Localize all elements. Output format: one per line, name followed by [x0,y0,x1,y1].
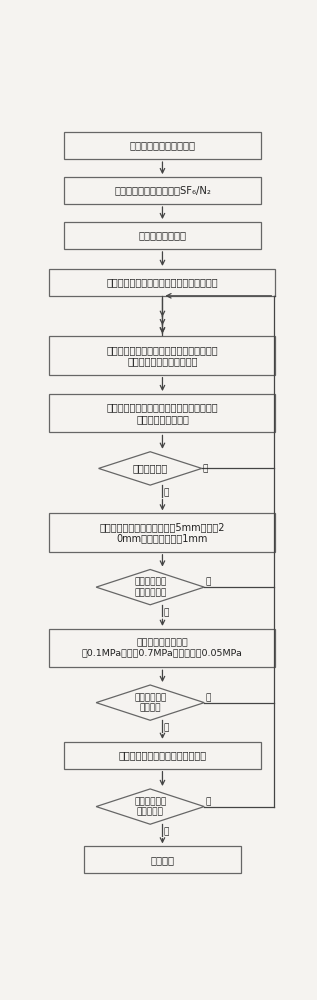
Text: 是否完成该压
强下测量: 是否完成该压 强下测量 [134,693,166,712]
Text: 在混合气体储气罐中混合SF₆/N₂: 在混合气体储气罐中混合SF₆/N₂ [114,186,211,196]
Text: 向密封气室中充入混合气体达到设定压强值: 向密封气室中充入混合气体达到设定压强值 [107,277,218,287]
Text: 完成十次测量: 完成十次测量 [133,463,168,473]
Bar [64,132,261,159]
Polygon shape [99,452,202,485]
Polygon shape [96,789,204,824]
Text: 是否完成该混
合比下测验: 是否完成该混 合比下测验 [134,797,166,816]
Bar [49,513,275,552]
Bar [49,629,275,667]
Text: 否: 否 [205,797,211,806]
Bar [49,336,275,375]
Polygon shape [96,569,204,605]
Bar [64,222,261,249]
Text: 改变电极的间隙距离，依次由5mm增加到2
0mm，每次调节增加1mm: 改变电极的间隙距离，依次由5mm增加到2 0mm，每次调节增加1mm [100,522,225,543]
Text: 是: 是 [164,723,169,732]
Text: 对密封气室抽真空: 对密封气室抽真空 [139,231,186,240]
Polygon shape [96,685,204,720]
Bar [49,269,275,296]
Bar [64,742,261,769]
Text: 调节电极间距，匀速升高回路电压至电极间
绝缘击穿形成电弧等离子体: 调节电极间距，匀速升高回路电压至电极间 绝缘击穿形成电弧等离子体 [107,345,218,366]
Text: 是: 是 [164,827,169,836]
Text: 采集电弧等离子体的光谱信息并保存，同时
降低调压器输出至零: 采集电弧等离子体的光谱信息并保存，同时 降低调压器输出至零 [107,402,218,424]
Text: 改变密封气室压强，
由0.1MPa升高到0.7MPa，每次增加0.05MPa: 改变密封气室压强， 由0.1MPa升高到0.7MPa，每次增加0.05MPa [82,638,243,658]
Bar [84,846,241,873]
Bar [64,177,261,204]
Text: 改变密封气室内混合气体的混合比: 改变密封气室内混合气体的混合比 [119,750,206,760]
Bar [49,394,275,432]
Text: 是: 是 [164,608,169,617]
Text: 对混合气体储气罐抽真空: 对混合气体储气罐抽真空 [129,141,196,151]
Text: 完成实验: 完成实验 [151,855,174,865]
Text: 是否完成该间
隙距离下测量: 是否完成该间 隙距离下测量 [134,577,166,597]
Text: 否: 否 [205,693,211,702]
Text: 否: 否 [205,578,211,586]
Text: 是: 是 [164,488,169,497]
Text: 否: 否 [203,464,208,473]
